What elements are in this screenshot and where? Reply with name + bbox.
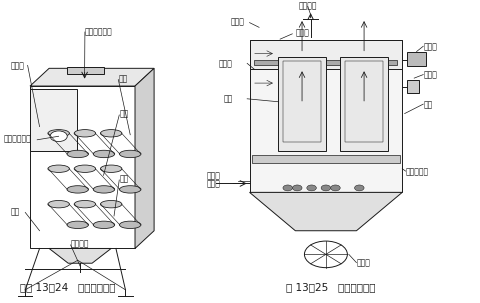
Bar bbox=[30, 89, 77, 151]
Text: 箱体: 箱体 bbox=[424, 100, 433, 109]
Bar bbox=[250, 40, 402, 69]
Text: 外盖: 外盖 bbox=[120, 175, 129, 184]
Ellipse shape bbox=[93, 150, 115, 158]
Text: 导流板: 导流板 bbox=[218, 59, 232, 68]
Bar bbox=[254, 59, 397, 65]
Text: 含尘空: 含尘空 bbox=[206, 171, 220, 181]
Text: 喷吹管: 喷吹管 bbox=[295, 29, 309, 38]
Text: 静压箱: 静压箱 bbox=[11, 61, 25, 70]
Text: 卸灰阀: 卸灰阀 bbox=[357, 259, 370, 268]
Ellipse shape bbox=[100, 130, 122, 137]
Bar bbox=[283, 61, 321, 142]
Text: 气流分布板: 气流分布板 bbox=[406, 167, 429, 176]
Ellipse shape bbox=[120, 150, 141, 158]
Text: 灰斗出口: 灰斗出口 bbox=[71, 240, 89, 248]
Circle shape bbox=[304, 241, 348, 268]
Circle shape bbox=[292, 185, 302, 191]
Text: 滤筒: 滤筒 bbox=[223, 94, 232, 103]
Bar bbox=[252, 155, 400, 163]
Polygon shape bbox=[250, 192, 402, 231]
Ellipse shape bbox=[93, 186, 115, 193]
Ellipse shape bbox=[100, 165, 122, 172]
Ellipse shape bbox=[100, 201, 122, 208]
Ellipse shape bbox=[48, 201, 70, 208]
Bar bbox=[278, 57, 326, 151]
Bar bbox=[345, 61, 383, 142]
Bar bbox=[30, 86, 135, 248]
Text: 净气室: 净气室 bbox=[230, 18, 244, 27]
Ellipse shape bbox=[48, 130, 70, 137]
Ellipse shape bbox=[67, 150, 88, 158]
Bar bbox=[407, 80, 419, 93]
Circle shape bbox=[283, 185, 292, 191]
Bar bbox=[67, 67, 104, 74]
Text: 图: 图 bbox=[20, 282, 25, 292]
Text: 外壳: 外壳 bbox=[118, 74, 128, 83]
Ellipse shape bbox=[74, 130, 96, 137]
Circle shape bbox=[321, 185, 331, 191]
Ellipse shape bbox=[120, 221, 141, 228]
Text: 图 13－24   滤筒倾斜布置: 图 13－24 滤筒倾斜布置 bbox=[26, 282, 115, 292]
Bar bbox=[407, 52, 426, 66]
Polygon shape bbox=[49, 248, 111, 263]
Ellipse shape bbox=[74, 165, 96, 172]
Circle shape bbox=[331, 185, 340, 191]
Text: 压力表安装孔: 压力表安装孔 bbox=[4, 135, 32, 144]
Text: 框架: 框架 bbox=[11, 207, 20, 216]
Circle shape bbox=[50, 131, 67, 142]
Text: 含尘气体入口: 含尘气体入口 bbox=[85, 27, 113, 36]
Ellipse shape bbox=[120, 186, 141, 193]
Ellipse shape bbox=[67, 221, 88, 228]
Text: 贮气包: 贮气包 bbox=[424, 43, 438, 52]
Ellipse shape bbox=[93, 221, 115, 228]
Polygon shape bbox=[135, 68, 154, 248]
Text: 净气出口: 净气出口 bbox=[299, 1, 317, 10]
Ellipse shape bbox=[67, 186, 88, 193]
Text: 图 13－25   滤筒垂直布置: 图 13－25 滤筒垂直布置 bbox=[286, 282, 375, 292]
Ellipse shape bbox=[74, 201, 96, 208]
Ellipse shape bbox=[48, 165, 70, 172]
Text: 滤筒: 滤筒 bbox=[120, 110, 129, 118]
Text: 脉冲阀: 脉冲阀 bbox=[424, 71, 438, 80]
Polygon shape bbox=[30, 68, 154, 86]
Circle shape bbox=[307, 185, 316, 191]
Bar bbox=[250, 40, 402, 192]
Circle shape bbox=[355, 185, 364, 191]
Bar bbox=[340, 57, 388, 151]
Text: 气入口: 气入口 bbox=[206, 180, 220, 188]
